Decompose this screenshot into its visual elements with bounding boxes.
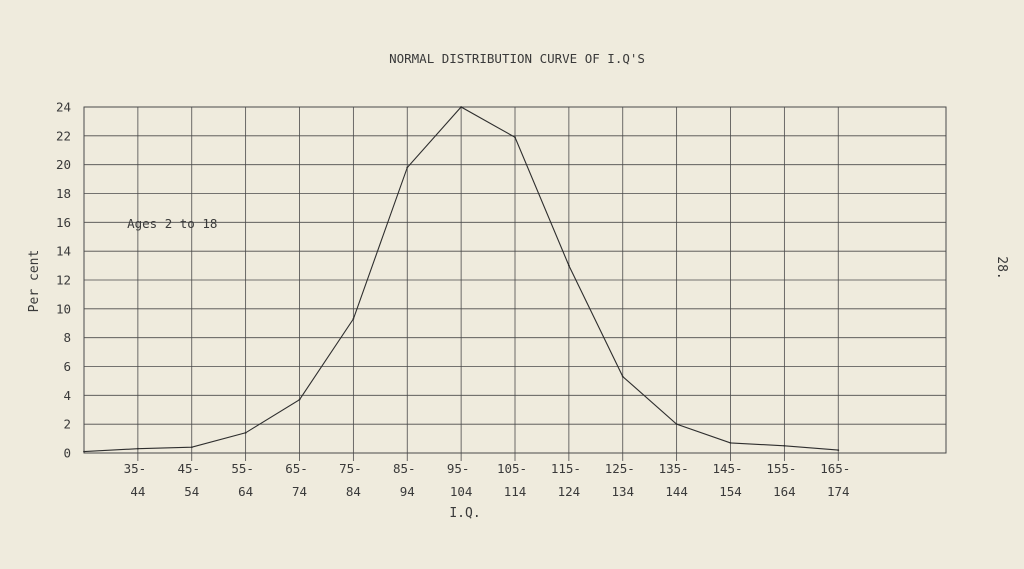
data-point <box>837 449 840 452</box>
y-tick-label: 4 <box>63 388 71 403</box>
x-tick-label: 164 <box>773 484 796 499</box>
data-point <box>83 450 85 453</box>
y-tick-label: 2 <box>63 417 71 432</box>
data-point <box>244 431 247 434</box>
y-tick-label: 10 <box>56 301 71 316</box>
x-tick-label: 84 <box>346 484 361 499</box>
x-tick-label: 55- <box>231 461 254 476</box>
x-tick-label: 155- <box>766 461 796 476</box>
tick-labels: 02468101214161820222435-4445-5455-6465-7… <box>56 100 850 500</box>
x-tick-label: 35- <box>124 461 147 476</box>
x-tick-label: 74 <box>292 484 307 499</box>
data-point <box>729 442 732 444</box>
x-tick-label: 45- <box>177 461 200 476</box>
x-tick-label: 135- <box>659 461 689 476</box>
data-point <box>406 166 409 169</box>
x-tick-label: 134 <box>611 484 634 499</box>
y-tick-label: 18 <box>56 186 71 201</box>
y-tick-label: 20 <box>56 157 71 172</box>
x-tick-label: 114 <box>504 484 527 499</box>
y-tick-label: 8 <box>63 330 71 345</box>
x-tick-label: 94 <box>400 484 415 499</box>
x-tick-label: 95- <box>447 461 470 476</box>
page-number: 28. <box>994 256 1009 279</box>
y-tick-label: 0 <box>63 446 71 461</box>
x-tick-label: 85- <box>393 461 416 476</box>
x-tick-label: 54 <box>184 484 199 499</box>
data-point <box>352 318 355 320</box>
x-tick-label: 124 <box>558 484 581 499</box>
x-tick-label: 64 <box>238 484 253 499</box>
chart-title: NORMAL DISTRIBUTION CURVE OF I.Q'S <box>389 51 645 66</box>
data-point <box>675 423 678 426</box>
data-point <box>136 447 139 450</box>
x-tick-label: 144 <box>665 484 688 499</box>
x-tick-label: 165- <box>820 461 850 476</box>
annotations: Ages 2 to 18 <box>127 216 217 231</box>
y-tick-label: 22 <box>56 128 71 143</box>
x-tick-label: 105- <box>497 461 527 476</box>
x-tick-label: 115- <box>551 461 581 476</box>
data-point <box>567 264 570 267</box>
x-tick-label: 75- <box>339 461 362 476</box>
y-axis-label: Per cent <box>27 250 42 313</box>
y-tick-label: 12 <box>56 273 71 288</box>
series-line <box>83 106 840 453</box>
data-point <box>621 375 624 378</box>
y-tick-label: 6 <box>63 359 71 374</box>
data-point <box>460 106 463 108</box>
x-tick-label: 65- <box>285 461 308 476</box>
x-tick-label: 104 <box>450 484 473 499</box>
y-tick-label: 14 <box>56 244 71 259</box>
data-point <box>190 446 193 449</box>
data-point <box>298 398 301 401</box>
x-tick-label: 145- <box>712 461 742 476</box>
y-tick-label: 16 <box>56 215 71 230</box>
x-tick-label: 174 <box>827 484 850 499</box>
x-axis-label: I.Q. <box>449 506 480 521</box>
data-point <box>514 136 516 139</box>
x-tick-label: 44 <box>130 484 145 499</box>
data-point <box>783 444 786 447</box>
x-tick-label: 125- <box>605 461 635 476</box>
grid <box>83 106 947 461</box>
annotation-label: Ages 2 to 18 <box>127 216 217 231</box>
y-tick-label: 24 <box>56 100 71 115</box>
x-tick-label: 154 <box>719 484 742 499</box>
